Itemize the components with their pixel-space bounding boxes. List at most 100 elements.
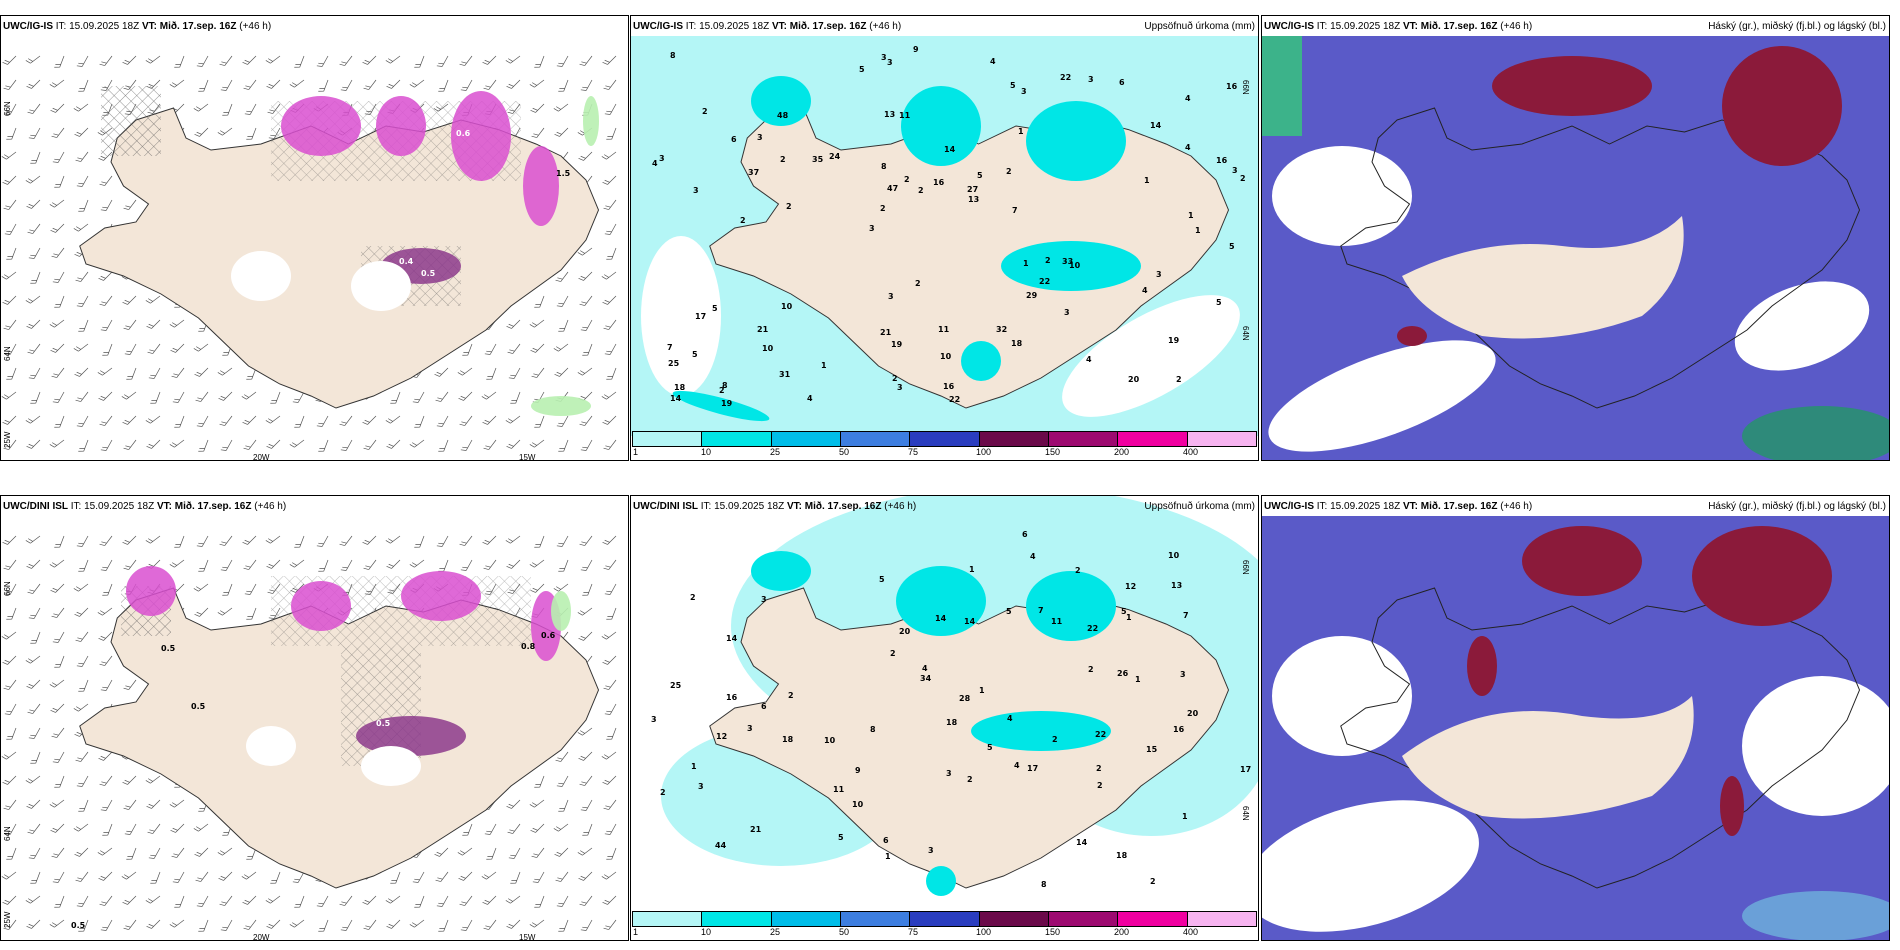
wind-barb (28, 245, 41, 261)
precip-value: 4 (1007, 714, 1013, 723)
wind-barb (26, 76, 41, 91)
wind-barb (169, 915, 185, 929)
wind-barb (556, 773, 569, 789)
wind-barb (146, 316, 161, 331)
wind-barb (339, 412, 353, 428)
wind-barb (98, 628, 113, 643)
wind-barb (412, 869, 425, 885)
wind-map: 0.4 0.6 0.5 1.5 (1, 51, 617, 454)
wind-barb (289, 435, 305, 449)
wind-barb (25, 411, 41, 425)
wind-barb (602, 652, 617, 667)
colorbar-swatch (770, 431, 841, 447)
lon-label: 15W (519, 933, 536, 941)
wind-barb (194, 604, 209, 619)
wind-barb (123, 316, 137, 332)
wind-barb (529, 555, 545, 569)
wind-barb (581, 341, 593, 358)
precip-heavy-area (961, 341, 1001, 381)
wind-barb (99, 52, 113, 68)
wind-barb (506, 76, 521, 91)
wind-barb (173, 893, 185, 910)
wind-barb (244, 581, 257, 597)
precip-heavy-area (896, 566, 986, 636)
wind-barb (27, 220, 41, 236)
wind-barb (25, 51, 41, 65)
lat-label: 66N (3, 581, 12, 596)
wind-barb (553, 339, 569, 353)
wind-barb (269, 389, 281, 406)
precip-value: 14 (935, 614, 947, 623)
wind-barb (1, 147, 17, 161)
wind-barb (529, 915, 545, 929)
wind-barb (242, 412, 257, 427)
wind-barb (125, 845, 137, 862)
precip-value: 2 (1150, 877, 1156, 886)
wind-barb (508, 365, 521, 381)
wind-barb (459, 532, 473, 548)
wind-barb (197, 917, 209, 934)
wind-barb (26, 196, 41, 211)
wind-barb (243, 436, 257, 452)
wind-barb (197, 437, 209, 454)
wind-barb (363, 436, 377, 452)
white-area (1268, 340, 1496, 452)
wind-barb (2, 532, 17, 547)
wind-barb (3, 76, 17, 92)
precip-value: 3 (1088, 75, 1094, 84)
wind-barb (3, 316, 17, 332)
wind-barb (580, 437, 593, 453)
wind-barb (363, 76, 377, 92)
wind-barb (435, 868, 449, 884)
lat-label: 64N (3, 826, 12, 841)
wind-barb (29, 869, 41, 886)
wind-barb (460, 437, 473, 453)
wind-barb (339, 892, 353, 908)
wind-barb (147, 820, 161, 836)
precip-value: 4 (1185, 94, 1191, 103)
precip-value: 1 (1195, 226, 1201, 235)
precip-value: 11 (833, 785, 845, 794)
precip-value: 2 (904, 175, 910, 184)
wind-barb (50, 700, 65, 715)
panel-header: UWC/IG-IS IT: 15.09.2025 18Z VT: Mið. 17… (3, 21, 272, 32)
wind-barb (2, 652, 17, 667)
wind-barb (601, 867, 617, 881)
colorbar-swatch (1047, 431, 1119, 447)
wind-barb (121, 867, 137, 881)
wind-barb (317, 557, 329, 574)
wind-barb (482, 412, 497, 427)
wind-barb (602, 532, 617, 547)
wind-barb (28, 845, 41, 861)
lon-label: 20W (253, 933, 270, 941)
wind-barb (604, 101, 617, 117)
wind-barb (507, 820, 521, 836)
wind-barb (170, 820, 185, 835)
panel-header: UWC/IG-IS IT: 15.09.2025 18Z VT: Mið. 17… (1264, 21, 1533, 32)
wind-barb (2, 772, 17, 787)
wind-barb (73, 579, 89, 593)
wind-barb (289, 75, 305, 89)
wind-barb (49, 195, 65, 209)
wind-barb (269, 869, 281, 886)
precip-value: 8 (670, 51, 676, 60)
wind-barb (26, 436, 41, 451)
value-label: 0.5 (161, 644, 176, 653)
value-label: 0.6 (541, 631, 556, 640)
precip-value: 18 (674, 383, 686, 392)
wind-barb (529, 315, 545, 329)
precip-value: 3 (1021, 87, 1027, 96)
wind-barb (53, 53, 65, 70)
wind-barb (196, 893, 209, 909)
wind-barb (98, 388, 113, 403)
wind-barb (242, 52, 257, 67)
precip-value: 7 (667, 343, 673, 352)
wind-barb (52, 629, 65, 645)
cloud-high-area (1722, 46, 1842, 166)
wind-barb (533, 533, 545, 550)
wind-barb (100, 797, 113, 813)
precip-value: 3 (887, 58, 893, 67)
precip-value: 2 (690, 593, 696, 602)
wind-barb (100, 557, 113, 573)
precip-value: 1 (1144, 176, 1150, 185)
